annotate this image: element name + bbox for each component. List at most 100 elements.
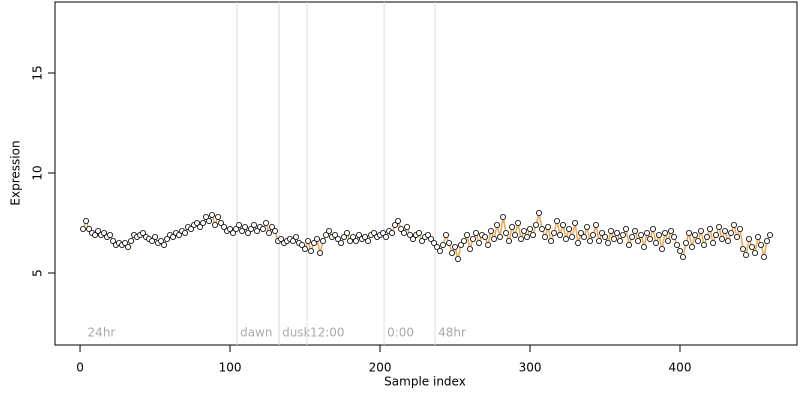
- data-point: [533, 221, 540, 228]
- data-point: [467, 245, 474, 252]
- data-point: [473, 229, 480, 236]
- data-point: [722, 227, 729, 234]
- data-point: [83, 217, 90, 224]
- data-point: [164, 235, 171, 242]
- data-point: [695, 237, 702, 244]
- x-tick-label: 100: [219, 361, 242, 375]
- data-point: [599, 229, 606, 236]
- data-point: [458, 241, 465, 248]
- data-point: [482, 233, 489, 240]
- data-point: [740, 245, 747, 252]
- data-point: [542, 233, 549, 240]
- data-point: [209, 211, 216, 218]
- data-point: [161, 241, 168, 248]
- data-point: [203, 213, 210, 220]
- y-tick-label: 15: [31, 65, 45, 80]
- data-point: [308, 247, 315, 254]
- data-point: [587, 237, 594, 244]
- data-point: [305, 237, 312, 244]
- data-point: [425, 231, 432, 238]
- data-point: [80, 225, 87, 232]
- x-tick-label: 200: [369, 361, 392, 375]
- data-point: [365, 237, 372, 244]
- data-point: [140, 229, 147, 236]
- data-point: [239, 227, 246, 234]
- data-point: [401, 229, 408, 236]
- data-point: [707, 225, 714, 232]
- data-point: [566, 225, 573, 232]
- data-point: [539, 225, 546, 232]
- data-point: [701, 241, 708, 248]
- data-point: [563, 235, 570, 242]
- data-point: [149, 237, 156, 244]
- data-point: [734, 233, 741, 240]
- event-label: 48hr: [438, 326, 466, 340]
- data-point: [278, 235, 285, 242]
- data-point: [221, 223, 228, 230]
- data-point: [530, 231, 537, 238]
- data-point: [653, 239, 660, 246]
- data-point: [428, 235, 435, 242]
- data-point: [182, 229, 189, 236]
- data-point: [206, 217, 213, 224]
- data-point: [248, 225, 255, 232]
- data-point: [212, 221, 219, 228]
- data-point: [344, 229, 351, 236]
- data-point: [623, 225, 630, 232]
- data-point: [266, 229, 273, 236]
- data-point: [749, 243, 756, 250]
- data-point: [716, 223, 723, 230]
- data-point: [668, 227, 675, 234]
- data-point: [452, 243, 459, 250]
- data-point: [755, 233, 762, 240]
- data-point: [500, 213, 507, 220]
- data-point: [719, 235, 726, 242]
- data-point: [674, 241, 681, 248]
- data-point: [332, 231, 339, 238]
- data-point: [470, 235, 477, 242]
- data-point: [347, 237, 354, 244]
- data-point: [575, 239, 582, 246]
- data-point: [521, 227, 528, 234]
- data-point: [743, 251, 750, 258]
- data-point: [506, 237, 513, 244]
- data-point: [713, 231, 720, 238]
- data-point: [320, 237, 327, 244]
- data-point: [662, 229, 669, 236]
- data-point: [692, 231, 699, 238]
- data-point: [626, 241, 633, 248]
- data-point: [311, 239, 318, 246]
- data-point: [389, 229, 396, 236]
- data-point: [200, 219, 207, 226]
- data-point: [353, 237, 360, 244]
- data-point: [236, 221, 243, 228]
- data-point: [407, 231, 414, 238]
- data-point: [227, 225, 234, 232]
- data-point: [215, 213, 222, 220]
- data-point: [683, 239, 690, 246]
- event-label: 12:00: [310, 326, 345, 340]
- data-point: [728, 229, 735, 236]
- data-point: [647, 235, 654, 242]
- data-point: [557, 231, 564, 238]
- data-point: [188, 225, 195, 232]
- data-point: [737, 225, 744, 232]
- data-point: [323, 231, 330, 238]
- data-point: [593, 221, 600, 228]
- data-point: [242, 223, 249, 230]
- y-tick-label: 5: [31, 269, 45, 277]
- data-point: [437, 247, 444, 254]
- data-point: [698, 227, 705, 234]
- data-point: [554, 217, 561, 224]
- data-point: [578, 229, 585, 236]
- data-point: [260, 225, 267, 232]
- data-point: [419, 237, 426, 244]
- data-point: [485, 241, 492, 248]
- data-point: [392, 221, 399, 228]
- data-point: [395, 217, 402, 224]
- data-point: [371, 229, 378, 236]
- data-point: [464, 231, 471, 238]
- data-point: [341, 233, 348, 240]
- data-point: [434, 243, 441, 250]
- event-label: dawn: [240, 326, 272, 340]
